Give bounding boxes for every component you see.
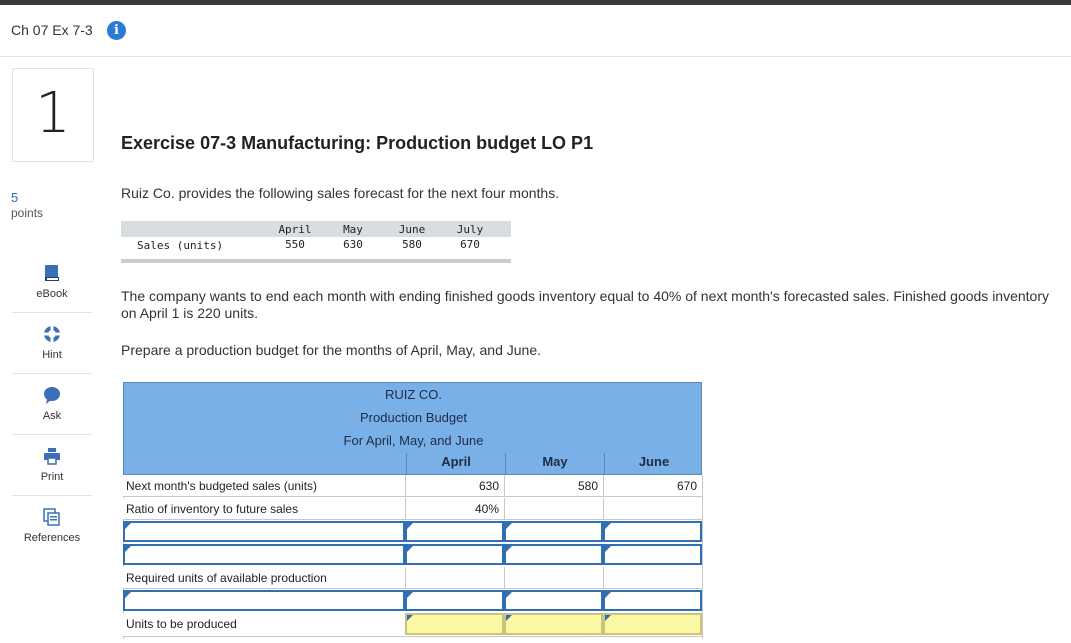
cell-value [504,498,603,520]
row-label: Ratio of inventory to future sales [126,502,299,516]
may-units-produced-input[interactable] [504,613,603,635]
may-amount-input[interactable] [504,521,603,542]
row-label: Next month's budgeted sales (units) [126,479,318,493]
question-number-box[interactable]: 1 [12,68,94,162]
column-header-june: June [638,454,670,469]
ebook-button[interactable]: eBook [12,252,92,312]
june-amount-input[interactable] [603,590,702,611]
column-header-april: April [441,454,471,469]
column-divider [505,453,506,475]
task-text: Prepare a production budget for the mont… [121,342,541,358]
forecast-value: 670 [460,238,480,251]
cell-value [405,567,504,589]
row-label-input[interactable] [123,590,405,611]
april-amount-input[interactable] [405,544,504,565]
ask-button[interactable]: Ask [12,373,92,434]
june-amount-input[interactable] [603,521,702,542]
points-label: points [11,206,44,220]
references-label: References [23,532,81,544]
ebook-label: eBook [36,288,68,300]
may-amount-input[interactable] [504,544,603,565]
table-row: Ratio of inventory to future sales 40% [123,498,702,520]
table-row: Next month's budgeted sales (units) 630 … [123,475,702,497]
forecast-header-bar [121,221,511,237]
row-label-input[interactable] [123,521,405,542]
hint-label: Hint [42,349,62,361]
print-label: Print [40,471,64,483]
chat-icon [44,387,60,404]
row-label-input[interactable] [123,544,405,565]
budget-period: For April, May, and June [343,433,484,448]
print-icon [44,448,60,465]
header-divider [0,56,1071,57]
row-label: Required units of available production [126,571,327,585]
row-label: Units to be produced [126,617,237,631]
forecast-value: 550 [285,238,305,251]
column-divider [604,453,605,475]
forecast-month: July [456,223,484,236]
references-button[interactable]: References [12,495,92,556]
table-right-border [702,475,703,639]
info-icon[interactable]: i [107,21,126,40]
cell-value [603,567,702,589]
column-header-may: May [542,454,568,469]
forecast-footer-bar [121,259,511,263]
production-budget-table: RUIZ CO. Production Budget For April, Ma… [123,382,703,639]
sales-forecast-table: April May June July Sales (units) 550 63… [121,221,511,263]
budget-title: Production Budget [360,410,467,425]
points-value: 5 [11,190,19,205]
forecast-month: May [343,223,363,236]
hint-icon [44,326,60,342]
cell-value [504,567,603,589]
intro-text: Ruiz Co. provides the following sales fo… [121,185,560,201]
hint-button[interactable]: Hint [12,312,92,373]
assignment-title: Ch 07 Ex 7-3 [11,22,93,38]
april-units-produced-input[interactable] [405,613,504,635]
cell-value: 670 [603,475,702,497]
print-button[interactable]: Print [12,434,92,495]
forecast-value: 580 [402,238,422,251]
cell-value [603,498,702,520]
june-amount-input[interactable] [603,544,702,565]
tool-sidebar: eBook Hint Ask Print [12,252,92,556]
forecast-row-label: Sales (units) [137,239,224,252]
april-amount-input[interactable] [405,590,504,611]
exercise-title: Exercise 07-3 Manufacturing: Production … [121,133,594,153]
question-number: 1 [35,81,71,146]
forecast-value: 630 [343,238,363,251]
june-units-produced-input[interactable] [603,613,702,635]
ask-label: Ask [42,410,62,422]
cell-value: 580 [504,475,603,497]
forecast-month: June [398,223,426,236]
april-amount-input[interactable] [405,521,504,542]
table-row: Required units of available production [123,567,702,589]
cell-value: 40% [405,498,504,520]
top-bar [0,0,1071,5]
book-icon [45,265,59,281]
may-amount-input[interactable] [504,590,603,611]
column-divider [406,453,407,475]
cell-value: 630 [405,475,504,497]
references-icon [43,508,60,526]
forecast-month: April [278,223,312,236]
budget-header: RUIZ CO. Production Budget For April, Ma… [123,382,702,475]
instructions-text: The company wants to end each month with… [121,288,1050,321]
budget-company: RUIZ CO. [384,387,443,402]
